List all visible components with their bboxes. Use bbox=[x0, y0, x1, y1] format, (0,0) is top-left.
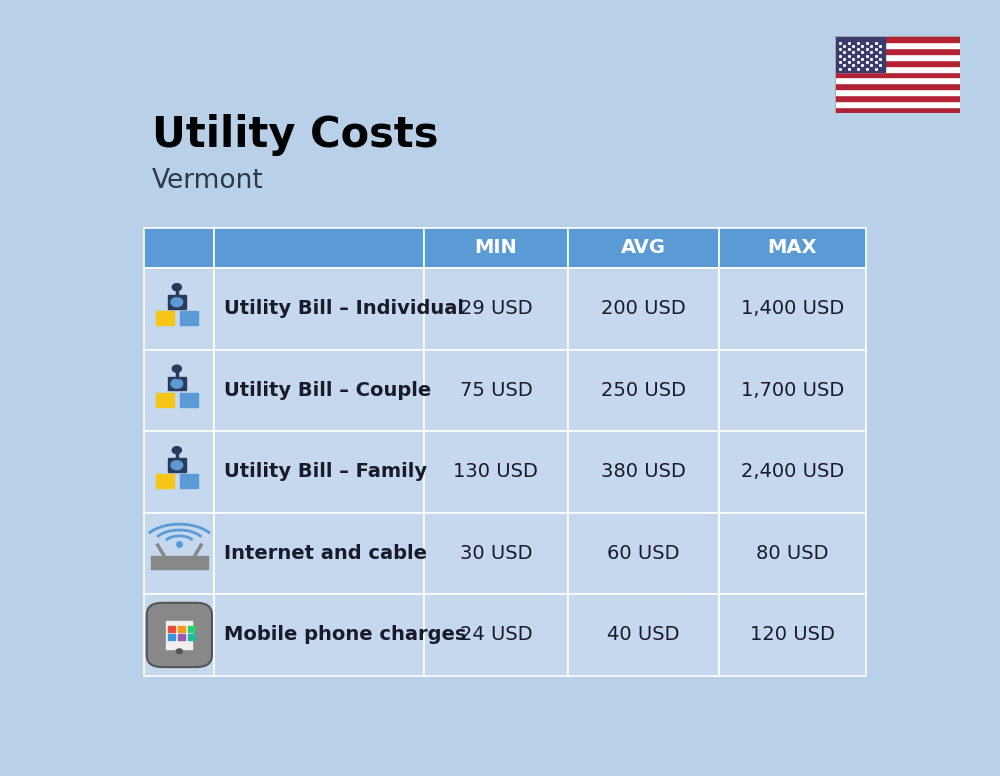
Text: Internet and cable: Internet and cable bbox=[224, 544, 427, 563]
Circle shape bbox=[172, 365, 181, 372]
Bar bbox=[151, 556, 208, 569]
FancyBboxPatch shape bbox=[214, 227, 424, 268]
Bar bbox=[835, 66, 960, 71]
FancyBboxPatch shape bbox=[214, 431, 424, 513]
Bar bbox=[156, 474, 174, 488]
FancyBboxPatch shape bbox=[147, 603, 212, 667]
FancyBboxPatch shape bbox=[719, 594, 866, 676]
Bar bbox=[835, 89, 960, 95]
Circle shape bbox=[176, 649, 182, 653]
Bar bbox=[180, 393, 198, 407]
FancyBboxPatch shape bbox=[424, 594, 568, 676]
Bar bbox=[835, 54, 960, 60]
Bar bbox=[835, 43, 960, 48]
FancyBboxPatch shape bbox=[214, 594, 424, 676]
Bar bbox=[156, 393, 174, 407]
FancyBboxPatch shape bbox=[144, 350, 214, 431]
FancyBboxPatch shape bbox=[144, 268, 214, 350]
Circle shape bbox=[171, 461, 183, 469]
Bar bbox=[835, 95, 960, 101]
FancyBboxPatch shape bbox=[568, 594, 719, 676]
Bar bbox=[835, 36, 960, 43]
FancyBboxPatch shape bbox=[568, 513, 719, 594]
Bar bbox=[180, 474, 198, 488]
Bar bbox=[188, 626, 195, 632]
Text: 40 USD: 40 USD bbox=[607, 625, 679, 644]
Text: 24 USD: 24 USD bbox=[460, 625, 532, 644]
FancyBboxPatch shape bbox=[568, 431, 719, 513]
Text: MIN: MIN bbox=[475, 238, 517, 258]
Bar bbox=[168, 459, 186, 472]
FancyBboxPatch shape bbox=[719, 268, 866, 350]
FancyBboxPatch shape bbox=[214, 350, 424, 431]
FancyBboxPatch shape bbox=[144, 431, 214, 513]
Text: 120 USD: 120 USD bbox=[750, 625, 835, 644]
FancyBboxPatch shape bbox=[214, 513, 424, 594]
Text: Mobile phone charges: Mobile phone charges bbox=[224, 625, 466, 644]
Text: 2,400 USD: 2,400 USD bbox=[741, 462, 844, 481]
Text: AVG: AVG bbox=[621, 238, 666, 258]
FancyBboxPatch shape bbox=[568, 227, 719, 268]
FancyBboxPatch shape bbox=[424, 268, 568, 350]
Bar bbox=[835, 83, 960, 89]
Bar bbox=[168, 295, 186, 309]
Text: Vermont: Vermont bbox=[152, 168, 264, 194]
Text: 380 USD: 380 USD bbox=[601, 462, 686, 481]
FancyBboxPatch shape bbox=[424, 513, 568, 594]
Text: Utility Bill – Family: Utility Bill – Family bbox=[224, 462, 427, 481]
Text: Utility Costs: Utility Costs bbox=[152, 114, 439, 156]
Text: 1,700 USD: 1,700 USD bbox=[741, 381, 844, 400]
Text: 30 USD: 30 USD bbox=[460, 544, 532, 563]
FancyBboxPatch shape bbox=[719, 350, 866, 431]
Circle shape bbox=[172, 447, 181, 454]
Bar bbox=[166, 621, 192, 649]
Bar bbox=[168, 635, 175, 640]
Bar bbox=[835, 60, 960, 66]
Text: Utility Bill – Individual: Utility Bill – Individual bbox=[224, 300, 464, 318]
FancyBboxPatch shape bbox=[568, 268, 719, 350]
Text: 1,400 USD: 1,400 USD bbox=[741, 300, 844, 318]
FancyBboxPatch shape bbox=[214, 268, 424, 350]
Bar bbox=[180, 311, 198, 325]
Text: 250 USD: 250 USD bbox=[601, 381, 686, 400]
Bar bbox=[178, 635, 185, 640]
Text: 60 USD: 60 USD bbox=[607, 544, 679, 563]
Text: 80 USD: 80 USD bbox=[756, 544, 829, 563]
Circle shape bbox=[171, 379, 183, 388]
Bar bbox=[835, 48, 960, 54]
Bar bbox=[156, 311, 174, 325]
Text: Utility Bill – Couple: Utility Bill – Couple bbox=[224, 381, 431, 400]
Circle shape bbox=[171, 298, 183, 307]
Text: 75 USD: 75 USD bbox=[460, 381, 532, 400]
Text: 200 USD: 200 USD bbox=[601, 300, 686, 318]
Bar bbox=[835, 36, 885, 71]
FancyBboxPatch shape bbox=[719, 227, 866, 268]
FancyBboxPatch shape bbox=[424, 431, 568, 513]
FancyBboxPatch shape bbox=[424, 227, 568, 268]
Text: MAX: MAX bbox=[768, 238, 817, 258]
FancyBboxPatch shape bbox=[719, 431, 866, 513]
Bar bbox=[835, 78, 960, 83]
FancyBboxPatch shape bbox=[568, 350, 719, 431]
Bar bbox=[178, 626, 185, 632]
FancyBboxPatch shape bbox=[144, 513, 214, 594]
Bar bbox=[168, 376, 186, 390]
Circle shape bbox=[172, 283, 181, 291]
Bar bbox=[835, 71, 960, 78]
FancyBboxPatch shape bbox=[144, 227, 214, 268]
Bar bbox=[835, 101, 960, 106]
FancyBboxPatch shape bbox=[424, 350, 568, 431]
Bar bbox=[835, 106, 960, 113]
Text: 130 USD: 130 USD bbox=[453, 462, 538, 481]
FancyBboxPatch shape bbox=[144, 594, 214, 676]
Text: 29 USD: 29 USD bbox=[460, 300, 532, 318]
Bar bbox=[168, 626, 175, 632]
FancyBboxPatch shape bbox=[719, 513, 866, 594]
Bar bbox=[188, 635, 195, 640]
